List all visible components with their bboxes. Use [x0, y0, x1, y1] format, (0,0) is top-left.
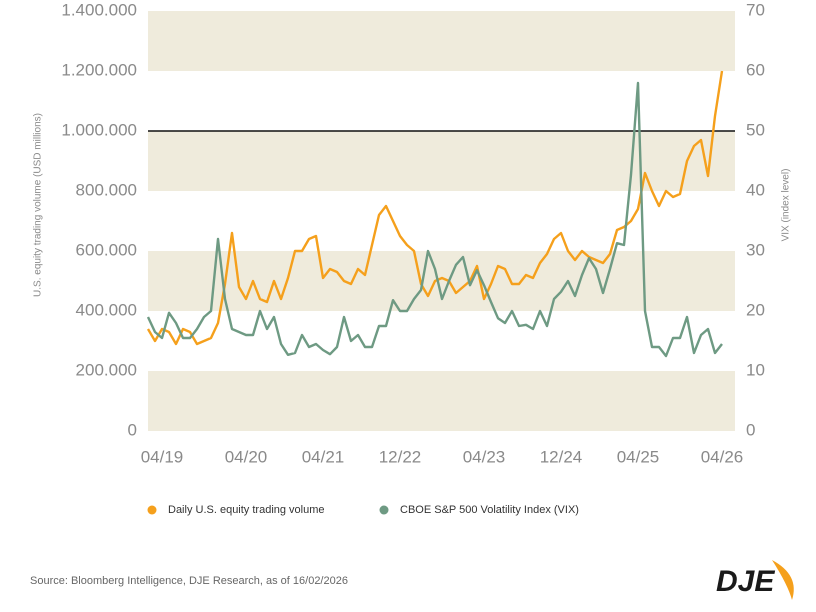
band: [148, 251, 735, 311]
y2-tick-label: 30: [746, 240, 765, 259]
legend-marker: [379, 505, 389, 515]
x-tick-label: 04/20: [225, 447, 268, 466]
band: [148, 11, 735, 71]
y-tick-label: 200.000: [76, 360, 137, 379]
legend-label: Daily U.S. equity trading volume: [168, 504, 325, 516]
source: Source: Bloomberg Intelligence, DJE Rese…: [30, 575, 348, 587]
y-tick-label: 0: [128, 420, 137, 439]
x-tick-label: 12/22: [379, 447, 422, 466]
y2-tick-label: 20: [746, 300, 765, 319]
x-tick-label: 12/24: [540, 447, 583, 466]
legend-marker: [147, 505, 157, 515]
legend-label: CBOE S&P 500 Volatility Index (VIX): [400, 504, 579, 516]
y-tick-label: 1.400.000: [61, 0, 137, 19]
y2-tick-label: 0: [746, 420, 755, 439]
y2-tick-label: 40: [746, 180, 765, 199]
y2-tick-label: 10: [746, 360, 765, 379]
y-axis-label: U.S. equity trading volume (USD millions…: [33, 113, 44, 297]
y-tick-label: 800.000: [76, 180, 137, 199]
lines: [146, 70, 724, 358]
x-tick-label: 04/21: [302, 447, 345, 466]
series-line: [146, 81, 723, 358]
y2-tick-label: 60: [746, 60, 765, 79]
logo-swoosh: [772, 560, 794, 600]
y-tick-label: 400.000: [76, 300, 137, 319]
y-tick-label: 1.200.000: [61, 60, 137, 79]
y2-tick-label: 50: [746, 120, 765, 139]
band: [148, 131, 735, 191]
y2-tick-label: 70: [746, 0, 765, 19]
x-tick-label: 04/26: [701, 447, 744, 466]
y-tick-label: 1.000.000: [61, 120, 137, 139]
band: [148, 371, 735, 431]
x-tick-label: 04/19: [141, 447, 184, 466]
y-tick-label: 600.000: [76, 240, 137, 259]
x-tick-label: 04/23: [463, 447, 506, 466]
logo: DJE: [716, 565, 775, 598]
y2-axis-label: VIX (index level): [781, 169, 792, 242]
background-bands: [148, 11, 735, 431]
x-tick-label: 04/25: [617, 447, 660, 466]
